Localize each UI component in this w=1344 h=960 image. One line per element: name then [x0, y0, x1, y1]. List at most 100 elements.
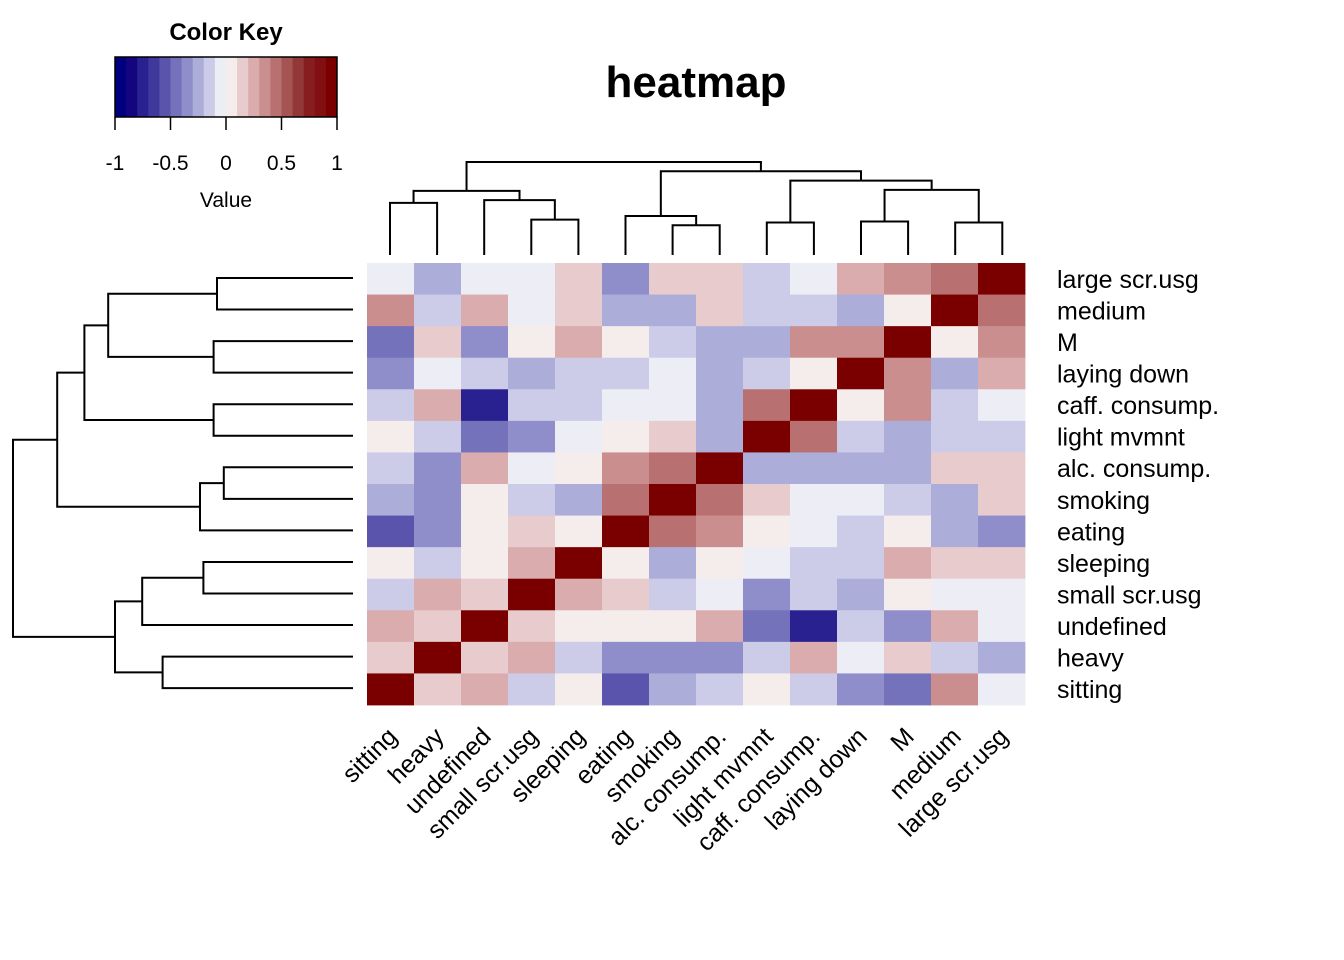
heatmap-cell	[931, 610, 979, 643]
heatmap-cell	[555, 484, 603, 516]
heatmap-cell	[649, 294, 697, 327]
heatmap-cell	[602, 641, 650, 674]
heatmap-cell	[649, 484, 697, 516]
row-label: caff. consump.	[1057, 392, 1219, 420]
column-dendrogram-branch	[624, 214, 698, 255]
color-key-tick-label: 0	[220, 152, 232, 175]
row-dendrogram-branch	[212, 340, 353, 374]
heatmap-cell	[837, 357, 885, 390]
row-label: medium	[1057, 297, 1146, 325]
heatmap-cell	[978, 673, 1026, 706]
heatmap-cell	[414, 610, 462, 643]
heatmap-cell	[367, 294, 415, 327]
heatmap-cell	[414, 294, 462, 327]
heatmap-cell	[649, 420, 697, 453]
heatmap-cell	[931, 294, 979, 327]
column-dendrogram-branch	[671, 224, 721, 255]
heatmap-cell	[790, 294, 838, 327]
heatmap-cell	[649, 389, 697, 422]
heatmap-cell	[743, 484, 791, 516]
column-dendrogram-branch	[860, 220, 910, 255]
row-dendrogram-branch	[222, 466, 353, 500]
heatmap-cell	[696, 641, 744, 674]
row-dendrogram-branch	[141, 576, 353, 627]
heatmap-cell	[884, 641, 932, 674]
heatmap-cell	[649, 326, 697, 359]
heatmap-cell	[508, 420, 556, 453]
heatmap-cell	[602, 484, 650, 516]
heatmap-cell	[884, 578, 932, 611]
column-dendrogram-branch	[389, 201, 439, 255]
heatmap-cell	[696, 673, 744, 706]
row-dendrogram-branch	[56, 371, 200, 508]
row-dendrogram-branch	[83, 324, 214, 421]
row-label: light mvmnt	[1057, 424, 1185, 452]
heatmap-cell	[649, 641, 697, 674]
heatmap-cell	[508, 578, 556, 611]
heatmap-cell	[414, 515, 462, 548]
heatmap-cell	[837, 326, 885, 359]
heatmap-cell	[508, 357, 556, 390]
heatmap-cell	[508, 547, 556, 580]
heatmap-cell	[790, 578, 838, 611]
heatmap-cell	[790, 515, 838, 548]
heatmap-cell	[461, 484, 509, 516]
heatmap-cell	[555, 357, 603, 390]
heatmap-cell	[367, 484, 415, 516]
heatmap-cell	[837, 294, 885, 327]
heatmap-cell	[649, 673, 697, 706]
heatmap-cell	[790, 610, 838, 643]
row-dendrogram-branch	[161, 655, 353, 690]
heatmap-cell	[461, 515, 509, 548]
color-key-bin	[159, 57, 171, 117]
heatmap-cell	[555, 452, 603, 485]
color-key-bin	[170, 57, 183, 117]
heatmap-cell	[978, 515, 1026, 548]
heatmap-cell	[884, 263, 932, 295]
heatmap-cell	[508, 641, 556, 674]
color-key-bins	[115, 57, 338, 117]
heatmap-cell	[931, 263, 979, 295]
heatmap-cell	[931, 547, 979, 580]
heatmap-cell	[884, 357, 932, 390]
color-key-bin	[270, 57, 282, 117]
row-dendrogram-branch	[107, 292, 217, 358]
heatmap-cell	[461, 641, 509, 674]
heatmap-cell	[884, 389, 932, 422]
heatmap-cell	[837, 610, 885, 643]
color-key-ticks: -1 -0.5 0 0.5 1	[106, 117, 343, 175]
heatmap-cell	[884, 673, 932, 706]
heatmap-cell	[508, 610, 556, 643]
heatmap-cell	[743, 547, 791, 580]
heatmap-cell	[602, 578, 650, 611]
heatmap-cell	[790, 420, 838, 453]
heatmap-cell	[790, 452, 838, 485]
heatmap-cell	[931, 357, 979, 390]
column-label: M	[885, 722, 920, 757]
heatmap-cell	[461, 389, 509, 422]
heatmap-cell	[696, 263, 744, 295]
column-dendrogram-branch	[765, 221, 815, 255]
heatmap-cell	[696, 326, 744, 359]
color-key-bin	[226, 57, 238, 117]
heatmap-cell	[837, 263, 885, 295]
heatmap-cell	[555, 326, 603, 359]
color-key-bin	[115, 57, 127, 117]
heatmap-cell	[743, 326, 791, 359]
heatmap-cell	[649, 357, 697, 390]
heatmap-cell	[602, 420, 650, 453]
heatmap-cell	[978, 641, 1026, 674]
heatmap-cell	[649, 452, 697, 485]
heatmap-cell	[602, 452, 650, 485]
heatmap-cell	[696, 578, 744, 611]
row-label: sleeping	[1057, 550, 1150, 578]
heatmap-cell	[367, 263, 415, 295]
heatmap-cell	[555, 578, 603, 611]
heatmap-cell	[602, 673, 650, 706]
heatmap-cell	[461, 263, 509, 295]
heatmap-cell	[367, 357, 415, 390]
heatmap-cell	[884, 294, 932, 327]
heatmap-cell	[837, 578, 885, 611]
heatmap-cell	[978, 326, 1026, 359]
